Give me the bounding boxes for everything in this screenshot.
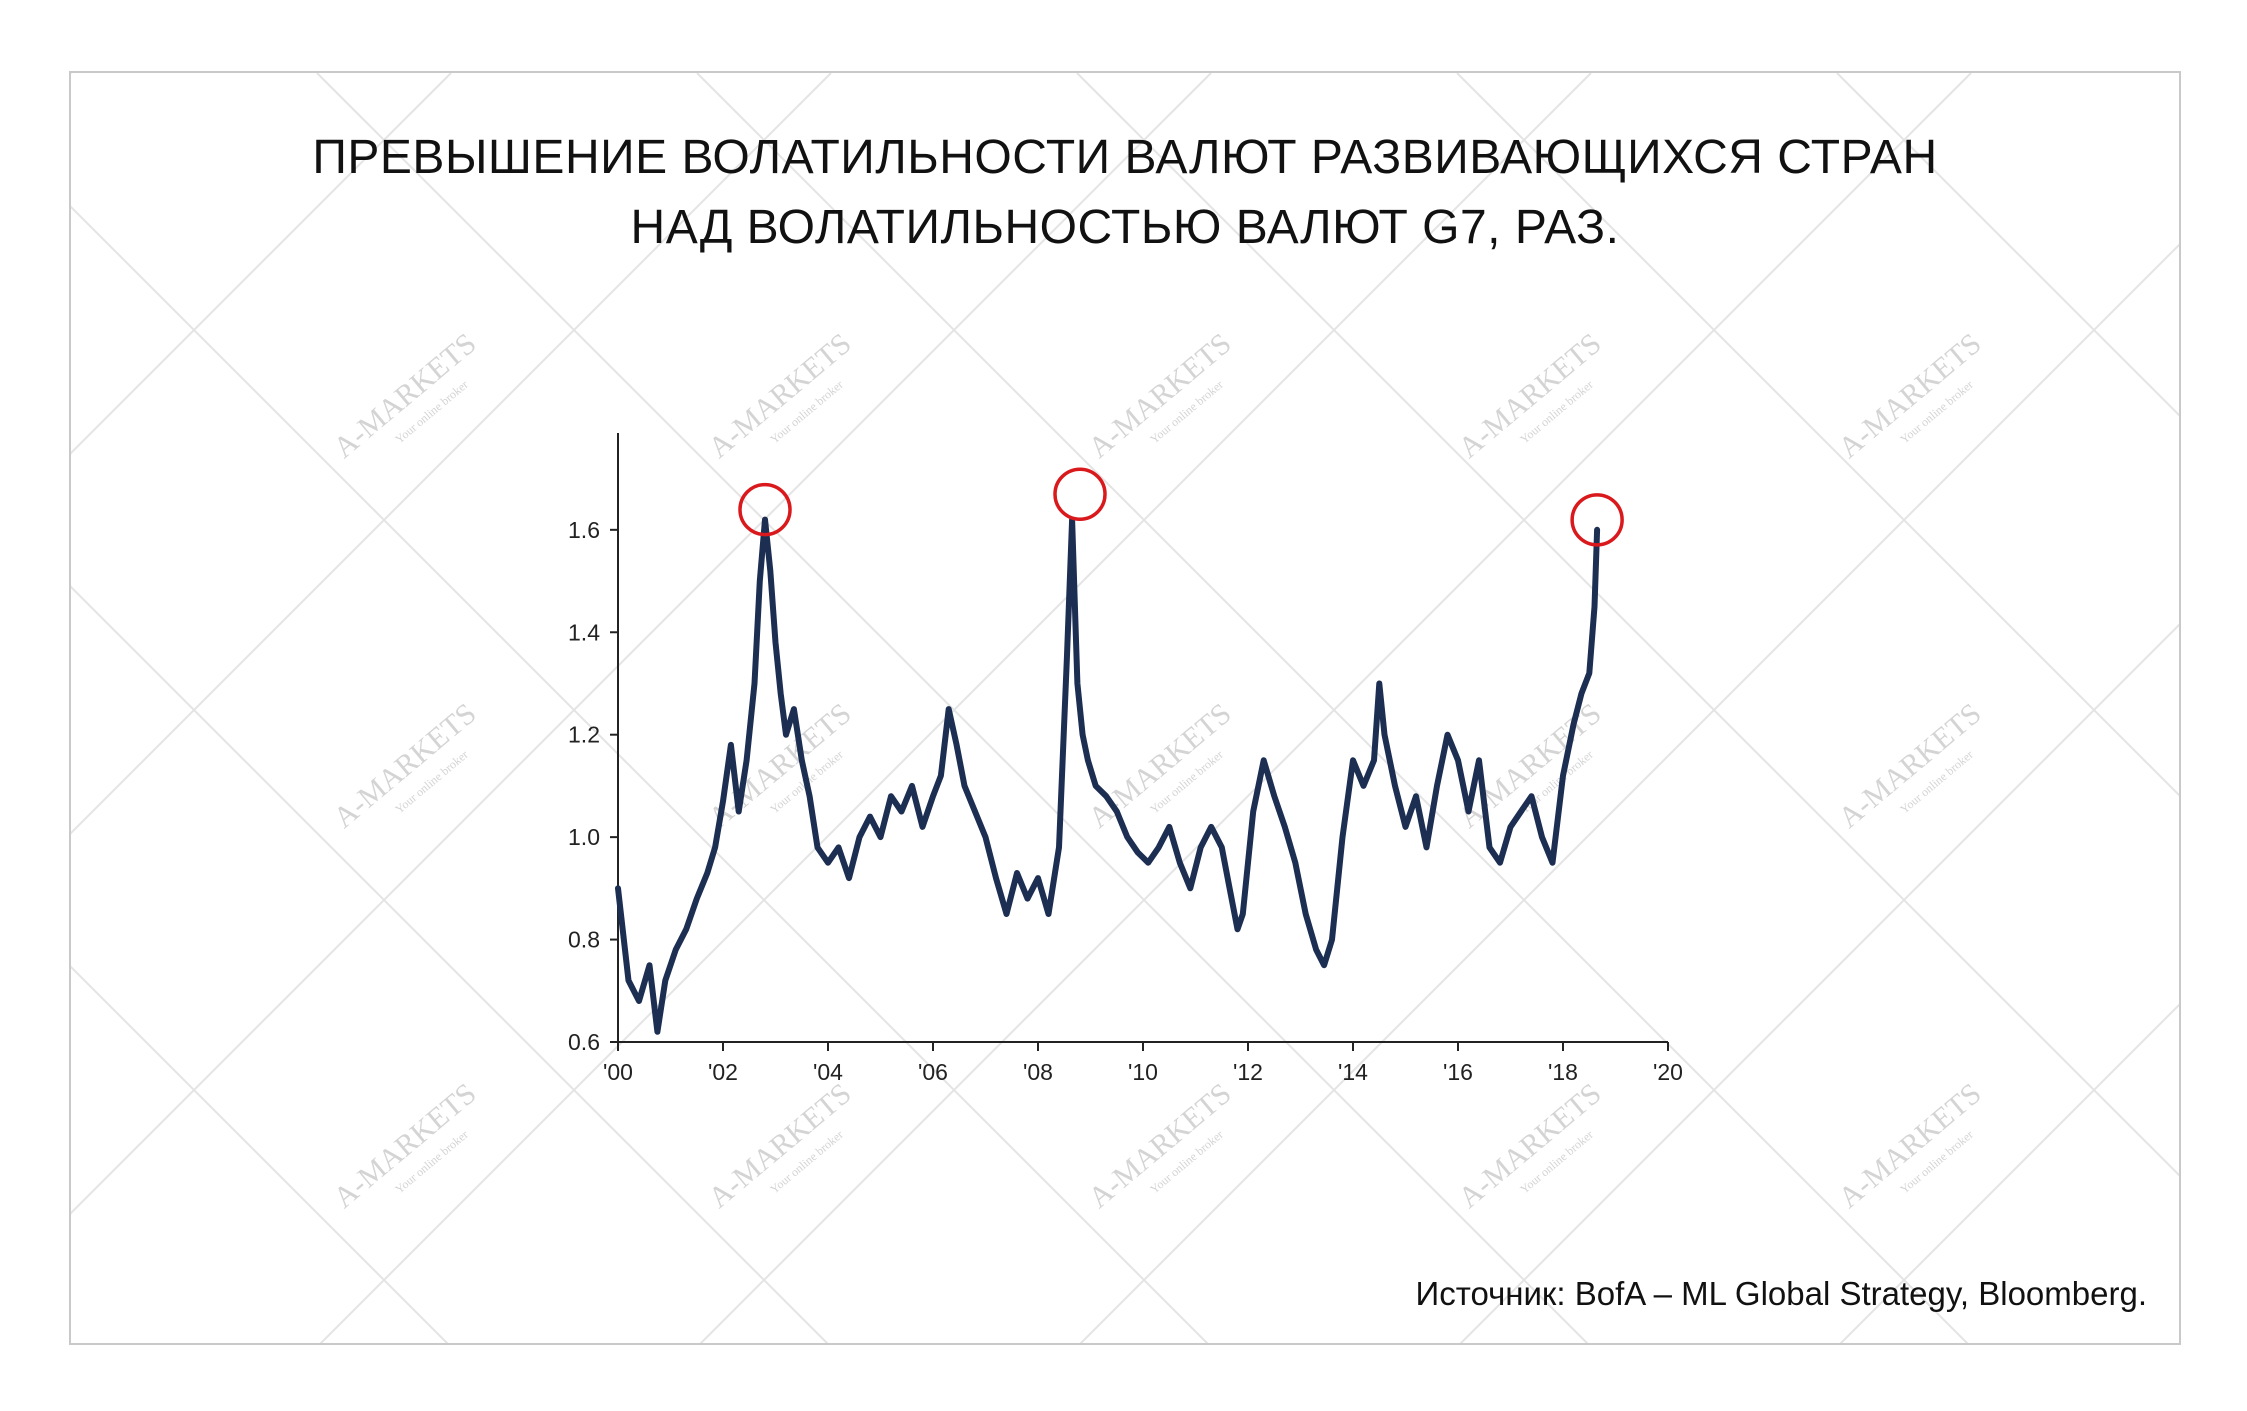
peak-circle [1570,493,1624,547]
peak-circle [1053,467,1107,521]
y-tick-label: 1.2 [568,722,600,748]
x-tick-label: '02 [708,1059,738,1085]
x-tick-label: '04 [813,1059,843,1085]
x-tick-label: '10 [1128,1059,1158,1085]
pattern-line [1459,623,2179,1343]
pattern-line [1079,243,2179,1343]
volatility-line-chart: 0.6 0.8 1.0 1.2 1.4 1.6 '00 '02 '04 '06 '08 '10 '12 '… [568,433,1683,1085]
pattern-line [71,73,1212,1215]
chart-series [615,516,1601,1035]
pattern-line [71,73,452,455]
chart-title-line-2: НАД ВОЛАТИЛЬНОСТЬЮ ВАЛЮТ G7, РАЗ. [630,201,1620,254]
chart-title: ПРЕВЫШЕНИЕ ВОЛАТИЛЬНОСТИ ВАЛЮТ РАЗВИВАЮЩ… [71,123,2179,263]
pattern-line [699,73,1972,1343]
chart-frame: A-MARKETS Your online broker A-MARKETS Your… [69,71,2181,1345]
source-note: Источник: BofA – ML Global Strategy, Blo… [1415,1275,2147,1312]
series-line [615,516,1601,1035]
x-tick-label: '06 [918,1059,948,1085]
pattern-line [1836,73,2179,417]
peak-circle [738,482,792,537]
pattern-line [71,73,832,835]
x-tick-label: '14 [1338,1059,1368,1085]
x-tick-label: '00 [603,1059,633,1085]
x-tick-label: '18 [1548,1059,1578,1085]
pattern-line [319,73,1592,1343]
x-tick-label: '20 [1653,1059,1683,1085]
chart-title-line-1: ПРЕВЫШЕНИЕ ВОЛАТИЛЬНОСТИ ВАЛЮТ РАЗВИВАЮЩ… [312,131,1938,184]
x-tick-label: '12 [1233,1059,1263,1085]
y-tick-label: 1.4 [568,619,600,645]
chart-axes: 0.6 0.8 1.0 1.2 1.4 1.6 '00 '02 '04 '06 '08 '10 '12 '… [568,433,1683,1085]
y-tick-label: 1.0 [568,824,600,850]
x-tick-label: '16 [1443,1059,1473,1085]
pattern-line [1839,1003,2179,1343]
x-tick-label: '08 [1023,1059,1053,1085]
y-tick-label: 0.8 [568,927,600,953]
pattern-line [71,965,449,1343]
y-tick-label: 0.6 [568,1029,600,1055]
y-tick-label: 1.6 [568,517,600,543]
peak-highlights [738,467,1624,547]
